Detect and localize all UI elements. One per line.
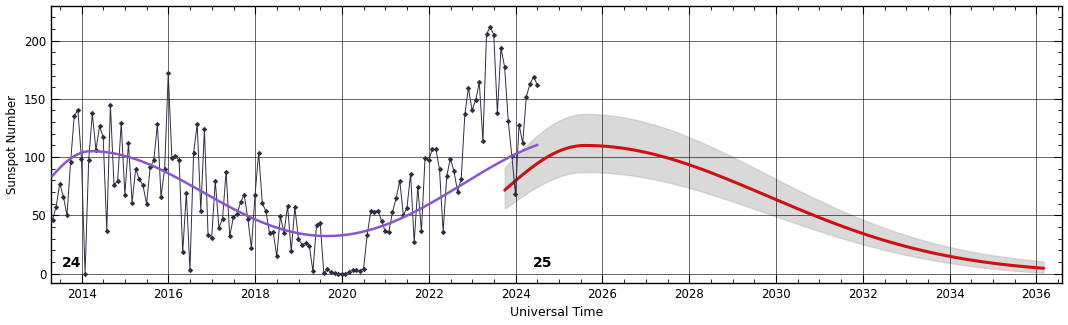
X-axis label: Universal Time: Universal Time xyxy=(511,306,603,319)
Y-axis label: Sunspot Number: Sunspot Number xyxy=(5,95,18,194)
Text: 24: 24 xyxy=(62,256,81,270)
Text: 25: 25 xyxy=(533,256,552,270)
